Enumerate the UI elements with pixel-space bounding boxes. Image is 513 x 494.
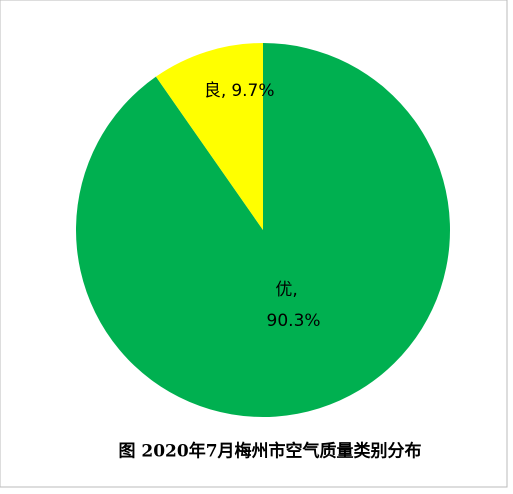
- pie-slice: [155, 43, 263, 230]
- label-separator: ,: [292, 280, 297, 300]
- value-label: 90.3%: [267, 311, 321, 331]
- data-label: 良, 9.7%: [204, 81, 275, 101]
- label-separator: ,: [221, 81, 226, 101]
- category-label: 优: [275, 280, 292, 300]
- value-label: 9.7%: [231, 81, 274, 101]
- chart-title: 图 2020年7月梅州市空气质量类别分布: [118, 441, 421, 462]
- pie-slice: [75, 43, 450, 417]
- category-label: 良: [204, 81, 221, 101]
- data-label: 优, 90.3%: [267, 280, 321, 331]
